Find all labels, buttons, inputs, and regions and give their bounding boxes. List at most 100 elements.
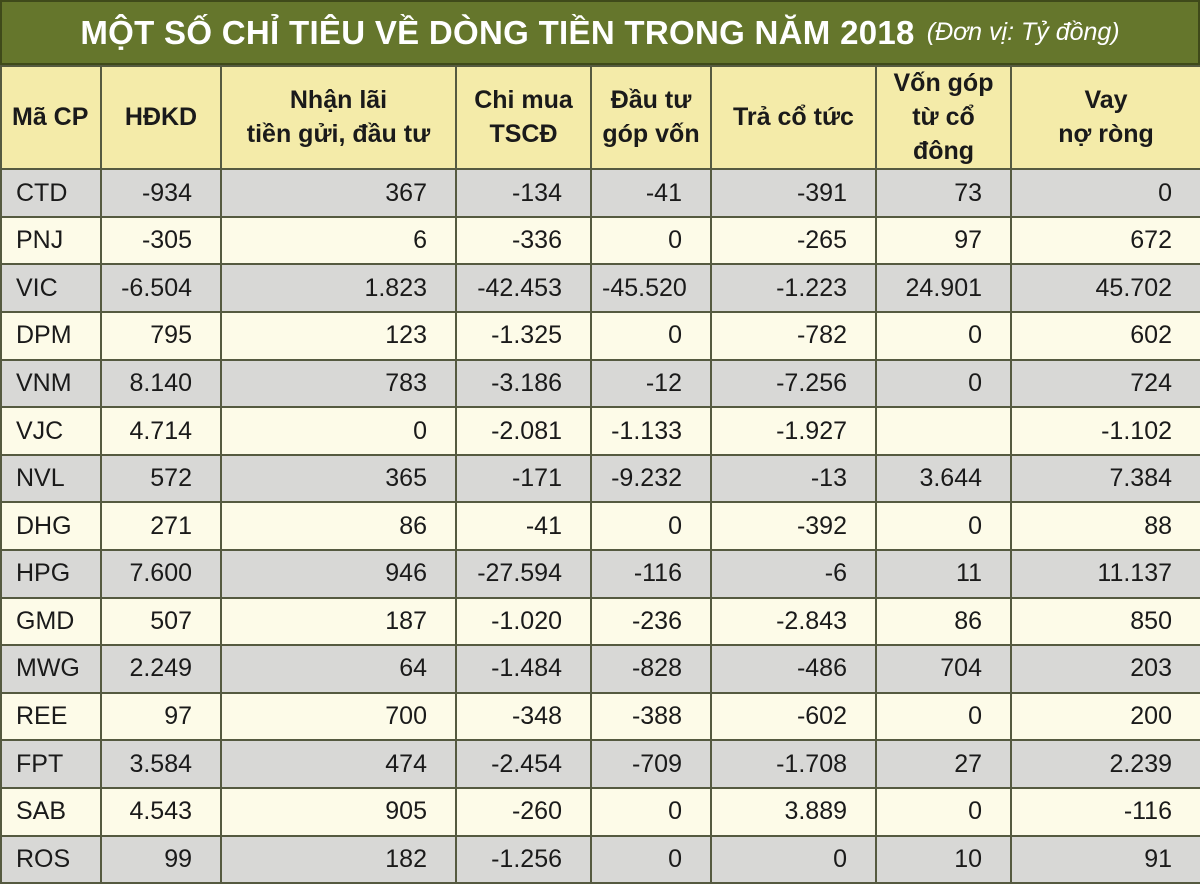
header-line: góp vốn: [602, 119, 700, 148]
cell-value: 2.249: [100, 644, 222, 694]
column-header: Vay nợ ròng: [1010, 64, 1200, 171]
cell-value: -934: [100, 168, 222, 218]
cell-value: 507: [100, 596, 222, 647]
cell-value: -391: [710, 168, 877, 218]
table-row: HPG 7.600 946 -27.594 -116 -6 11 11.137: [0, 549, 1200, 599]
header-line: Vay: [1084, 85, 1128, 114]
table-row: VIC -6.504 1.823 -42.453 -45.520 -1.223 24.901…: [0, 263, 1200, 314]
cell-value: -6: [710, 549, 877, 599]
cell-value: 8.140: [100, 358, 222, 409]
cell-value: -9.232: [590, 453, 712, 504]
cash-flow-table: Mã CP HĐKD Nhận lãi tiền gửi, đầu tư Chi mua…: [0, 64, 1200, 884]
cell-value: 182: [220, 834, 457, 884]
stock-code: VNM: [0, 358, 102, 409]
cell-value: 0: [1010, 168, 1200, 218]
cell-value: -41: [455, 501, 592, 551]
unit-note: (Đơn vị: Tỷ đồng): [926, 18, 1120, 46]
cell-value: -1.133: [590, 406, 712, 456]
stock-code: HPG: [0, 549, 102, 599]
cell-value: 3.644: [875, 453, 1012, 504]
table-row: VJC 4.714 0 -2.081 -1.133 -1.927 -1.102: [0, 406, 1200, 456]
cell-value: 11: [875, 549, 1012, 599]
cell-value: 602: [1010, 311, 1200, 361]
cell-value: 0: [875, 501, 1012, 551]
cell-value: -2.454: [455, 739, 592, 789]
header-line: TSCĐ: [489, 119, 558, 148]
cell-value: 187: [220, 596, 457, 647]
cell-value: 4.543: [100, 786, 222, 837]
cell-value: 700: [220, 691, 457, 742]
cell-value: 0: [590, 834, 712, 884]
cell-value: 7.384: [1010, 453, 1200, 504]
cell-value: 3.889: [710, 786, 877, 837]
cell-value: 0: [875, 786, 1012, 837]
cell-value: 0: [875, 691, 1012, 742]
cell-value: -486: [710, 644, 877, 694]
cell-value: 0: [710, 834, 877, 884]
table-row: MWG 2.249 64 -1.484 -828 -486 704 203: [0, 644, 1200, 694]
cell-value: -1.927: [710, 406, 877, 456]
stock-code: REE: [0, 691, 102, 742]
header-line: HĐKD: [124, 102, 198, 131]
cell-value: -336: [455, 215, 592, 266]
table-row: ROS 99 182 -1.256 0 0 10 91: [0, 834, 1200, 884]
header-line: tiền gửi, đầu tư: [246, 119, 431, 148]
table-row: REE 97 700 -348 -388 -602 0 200: [0, 691, 1200, 742]
title: MỘT SỐ CHỈ TIÊU VỀ DÒNG TIỀN TRONG NĂM 2…: [80, 13, 915, 51]
cell-value: -236: [590, 596, 712, 647]
cell-value: 724: [1010, 358, 1200, 409]
cell-value: 97: [100, 691, 222, 742]
title-bar: MỘT SỐ CHỈ TIÊU VỀ DÒNG TIỀN TRONG NĂM 2…: [0, 0, 1200, 65]
stock-code: PNJ: [0, 215, 102, 266]
table-row: DPM 795 123 -1.325 0 -782 0 602: [0, 311, 1200, 361]
table-body: CTD -934 367 -134 -41 -391 73 0 PNJ -305 6 -336 0 -26…: [0, 168, 1200, 884]
cell-value: 200: [1010, 691, 1200, 742]
header-line: nợ ròng: [1058, 119, 1154, 148]
stock-code: GMD: [0, 596, 102, 647]
cell-value: 850: [1010, 596, 1200, 647]
cell-value: -392: [710, 501, 877, 551]
table-row: PNJ -305 6 -336 0 -265 97 672: [0, 215, 1200, 266]
cell-value: -171: [455, 453, 592, 504]
cell-value: -3.186: [455, 358, 592, 409]
cell-value: 2.239: [1010, 739, 1200, 789]
header-row: Mã CP HĐKD Nhận lãi tiền gửi, đầu tư Chi mua…: [0, 64, 1200, 171]
cell-value: -116: [1010, 786, 1200, 837]
cell-value: -45.520: [590, 263, 712, 314]
cell-value: 4.714: [100, 406, 222, 456]
table-row: VNM 8.140 783 -3.186 -12 -7.256 0 724: [0, 358, 1200, 409]
cell-value: 1.823: [220, 263, 457, 314]
cell-value: -305: [100, 215, 222, 266]
cell-value: 795: [100, 311, 222, 361]
cell-value: 123: [220, 311, 457, 361]
cell-value: 86: [875, 596, 1012, 647]
cell-value: -13: [710, 453, 877, 504]
cell-value: 97: [875, 215, 1012, 266]
cell-value: 64: [220, 644, 457, 694]
column-header: HĐKD: [100, 64, 222, 171]
cell-value: 0: [220, 406, 457, 456]
stock-code: ROS: [0, 834, 102, 884]
cell-value: -1.102: [1010, 406, 1200, 456]
cell-value: 572: [100, 453, 222, 504]
header-line: từ cổ đông: [912, 102, 975, 165]
table-row: GMD 507 187 -1.020 -236 -2.843 86 850: [0, 596, 1200, 647]
header-line: Nhận lãi: [289, 85, 388, 114]
cell-value: 365: [220, 453, 457, 504]
table-row: NVL 572 365 -171 -9.232 -13 3.644 7.384: [0, 453, 1200, 504]
column-header: Nhận lãi tiền gửi, đầu tư: [220, 64, 457, 171]
cell-value: -1.223: [710, 263, 877, 314]
cell-value: 3.584: [100, 739, 222, 789]
cell-value: -134: [455, 168, 592, 218]
stock-code: VIC: [0, 263, 102, 314]
cell-value: -602: [710, 691, 877, 742]
cell-value: -1.484: [455, 644, 592, 694]
stock-code: CTD: [0, 168, 102, 218]
cell-value: 24.901: [875, 263, 1012, 314]
cell-value: 99: [100, 834, 222, 884]
cell-value: -709: [590, 739, 712, 789]
header-line: Đầu tư: [610, 85, 692, 114]
header-line: Vốn góp: [893, 69, 994, 97]
cell-value: 0: [875, 358, 1012, 409]
cell-value: 73: [875, 168, 1012, 218]
